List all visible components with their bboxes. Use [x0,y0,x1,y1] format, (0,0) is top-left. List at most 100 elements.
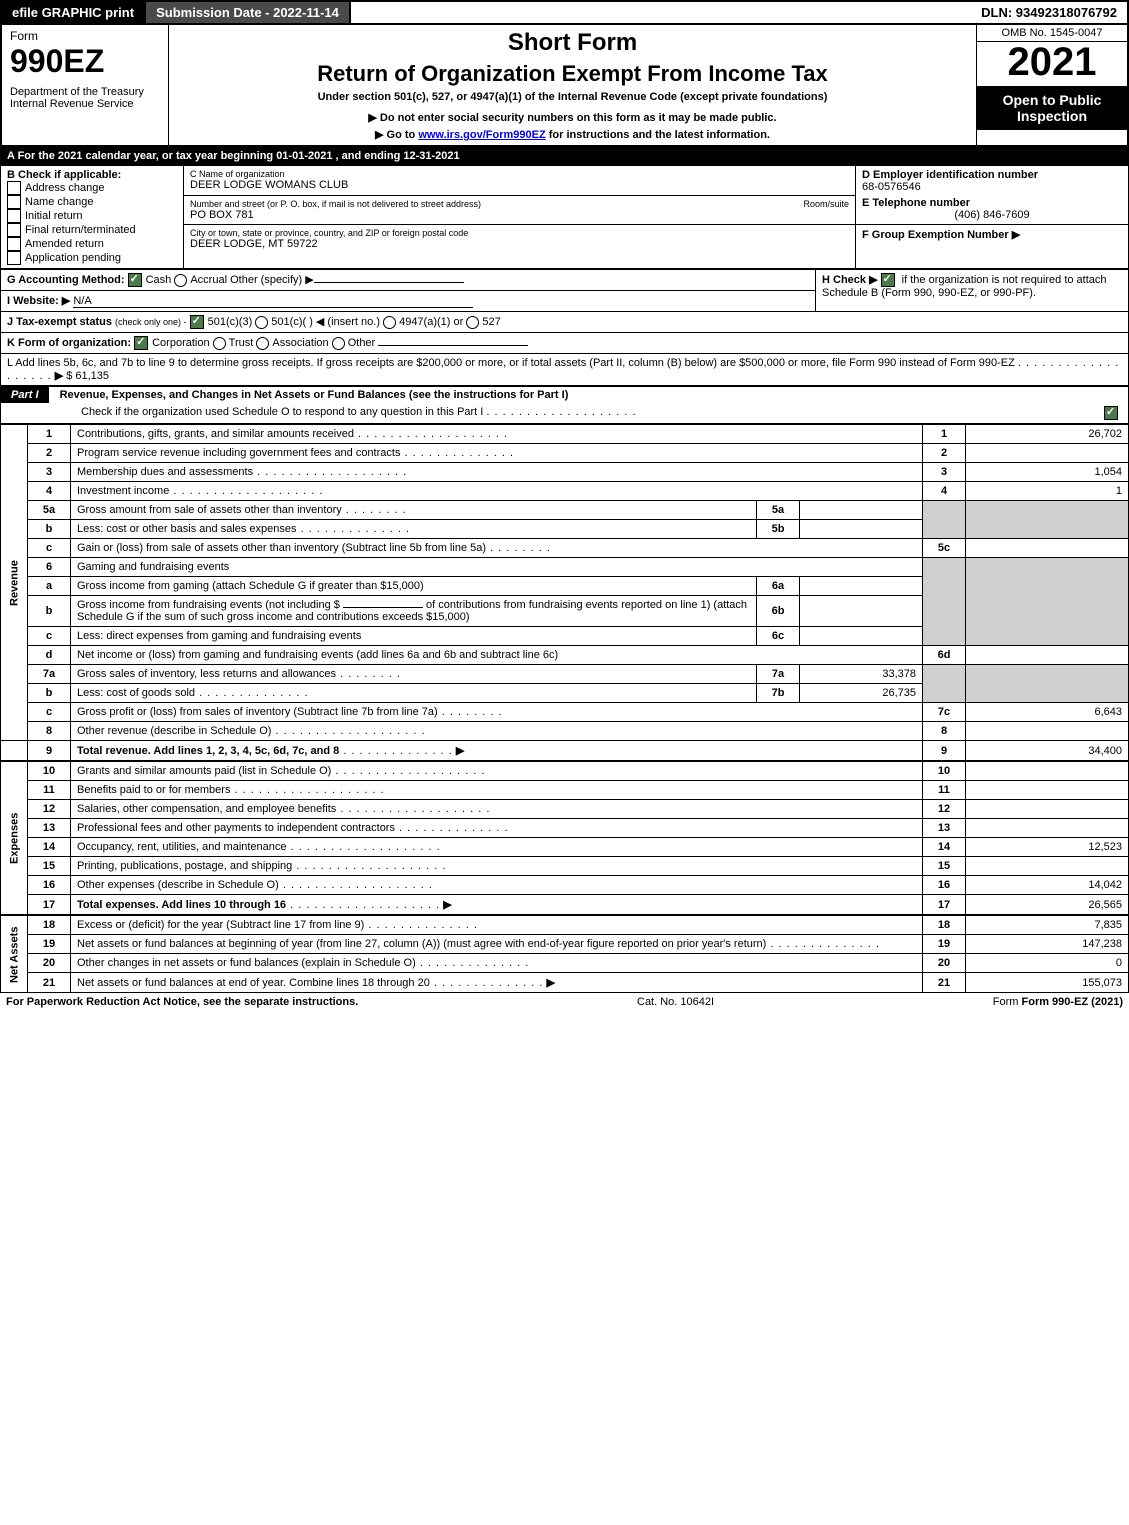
row5b-mref: 5b [757,520,800,539]
chk-h[interactable] [881,273,895,287]
row6b-amount-field[interactable] [343,607,423,608]
chk-pending[interactable] [7,251,21,265]
part1-sub: Check if the organization used Schedule … [1,403,1129,424]
chk-cash[interactable] [128,273,142,287]
row11-num: 11 [28,781,71,800]
dots1 [354,428,508,440]
chk-accrual[interactable] [174,274,187,287]
row16-num: 16 [28,876,71,895]
chk-final-return[interactable] [7,223,21,237]
chk-501c3[interactable] [190,315,204,329]
lbl-accrual: Accrual [190,274,227,286]
expenses-side-label: Expenses [1,762,28,915]
row14-ref: 14 [923,838,966,857]
row15-ref: 15 [923,857,966,876]
row9-num: 9 [28,741,71,761]
row6c-desc: Less: direct expenses from gaming and fu… [71,627,757,646]
row16-desc-text: Other expenses (describe in Schedule O) [77,879,279,891]
line-k-label: K Form of organization: [7,337,131,349]
submission-date-button[interactable]: Submission Date - 2022-11-14 [144,2,351,23]
chk-assoc[interactable] [256,337,269,350]
dots13 [395,822,509,834]
chk-address-change[interactable] [7,181,21,195]
other-org-field[interactable] [378,345,528,346]
row3-val: 1,054 [966,463,1129,482]
line-j-label: J Tax-exempt status [7,316,112,328]
lbl-other: Other (specify) ▶ [230,274,314,286]
arrow-l: ▶ [55,370,63,382]
chk-schedule-o[interactable] [1104,406,1118,420]
ein-value: 68-0576546 [862,181,1122,193]
row16-ref: 16 [923,876,966,895]
row21-desc: Net assets or fund balances at end of ye… [71,973,923,993]
chk-corp[interactable] [134,336,148,350]
row7b-num: b [28,684,71,703]
row5b-mval [800,520,923,539]
line-j-text: (check only one) ‐ [115,317,187,327]
dots16 [279,879,433,891]
chk-amended[interactable] [7,237,21,251]
row2-desc: Program service revenue including govern… [71,444,923,463]
chk-527[interactable] [466,316,479,329]
row7a-mref: 7a [757,665,800,684]
line-i-label: I Website: ▶ [7,295,70,307]
dots18 [364,919,478,931]
phone-value: (406) 846-7609 [862,209,1122,221]
row5a-desc-text: Gross amount from sale of assets other t… [77,504,342,516]
dln-label: DLN: 93492318076792 [971,2,1127,23]
dots5c [486,542,551,554]
chk-501c[interactable] [255,316,268,329]
chk-other-org[interactable] [332,337,345,350]
chk-name-change[interactable] [7,195,21,209]
row6b-d1: Gross income from fundraising events (no… [77,599,340,611]
row7b-desc: Less: cost of goods sold [71,684,757,703]
row7a-desc-text: Gross sales of inventory, less returns a… [77,668,336,680]
irs-link[interactable]: www.irs.gov/Form990EZ [418,129,545,141]
lbl-name-change: Name change [25,196,94,208]
part1-title: Revenue, Expenses, and Changes in Net As… [52,389,569,401]
row9-desc: Total revenue. Add lines 1, 2, 3, 4, 5c,… [71,741,923,761]
row7c-val: 6,643 [966,703,1129,722]
room-label: Room/suite [803,199,849,209]
row5a-mref: 5a [757,501,800,520]
row6c-mval [800,627,923,646]
row7c-num: c [28,703,71,722]
row13-ref: 13 [923,819,966,838]
row6c-desc-text: Less: direct expenses from gaming and fu… [77,630,361,642]
row15-num: 15 [28,857,71,876]
chk-trust[interactable] [213,337,226,350]
other-specify-field[interactable] [314,282,464,283]
row5c-ref: 5c [923,539,966,558]
line-h-label: H Check ▶ [822,274,878,286]
grey-5ab-v [966,501,1129,539]
dots4 [169,485,323,497]
lbl-assoc: Association [272,337,328,349]
chk-4947[interactable] [383,316,396,329]
row1-ref: 1 [923,425,966,444]
line-g: G Accounting Method: Cash Accrual Other … [1,270,816,291]
grey-5ab [923,501,966,539]
row3-ref: 3 [923,463,966,482]
row7a-mval: 33,378 [800,665,923,684]
dots7a [336,668,401,680]
row10-val [966,762,1129,781]
city-label: City or town, state or province, country… [190,228,849,238]
row5b-num: b [28,520,71,539]
goto-line: ▶ Go to www.irs.gov/Form990EZ for instru… [177,128,968,141]
row21-val: 155,073 [966,973,1129,993]
row3-desc-text: Membership dues and assessments [77,466,253,478]
row19-desc: Net assets or fund balances at beginning… [71,935,923,954]
row4-num: 4 [28,482,71,501]
row18-num: 18 [28,916,71,935]
row7b-mval: 26,735 [800,684,923,703]
tax-year: 2021 [977,42,1127,82]
dots3 [253,466,407,478]
top-bar-left: efile GRAPHIC print Submission Date - 20… [2,2,351,23]
dots20 [416,957,530,969]
efile-print-button[interactable]: efile GRAPHIC print [2,2,144,23]
box-f-label: F Group Exemption Number ▶ [862,229,1020,241]
row18-desc-text: Excess or (deficit) for the year (Subtra… [77,919,364,931]
lbl-cash: Cash [146,274,172,286]
chk-initial-return[interactable] [7,209,21,223]
row20-num: 20 [28,954,71,973]
